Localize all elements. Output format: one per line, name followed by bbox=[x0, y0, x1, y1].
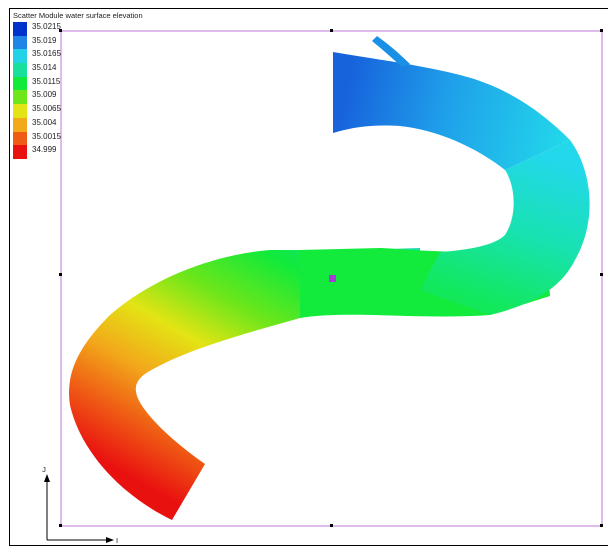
j-axis-label: J bbox=[42, 465, 46, 474]
legend-row: 35.0115 bbox=[13, 76, 143, 91]
legend-swatch bbox=[13, 49, 27, 64]
legend-row: 35.019 bbox=[13, 35, 143, 50]
legend-label: 35.019 bbox=[32, 35, 57, 45]
river-mesh-bend bbox=[420, 140, 590, 315]
legend-items: 35.0215 35.019 35.0165 35.014 35.0115 35.009 3… bbox=[13, 22, 143, 159]
legend-swatch bbox=[13, 63, 27, 77]
view-frame-bottom bbox=[9, 545, 608, 546]
legend-row: 35.0015 bbox=[13, 131, 143, 146]
legend-label: 35.0165 bbox=[32, 49, 61, 59]
legend-label: 35.009 bbox=[32, 90, 57, 100]
axis-triad: J I bbox=[42, 465, 118, 545]
legend-swatch bbox=[13, 145, 27, 159]
legend-label: 34.999 bbox=[32, 145, 57, 155]
view-frame bbox=[9, 8, 608, 546]
legend-swatch bbox=[13, 90, 27, 105]
river-mesh-lower bbox=[69, 248, 421, 520]
legend-label: 35.014 bbox=[32, 63, 57, 73]
river-inlet bbox=[372, 36, 410, 67]
legend-label: 35.0215 bbox=[32, 22, 61, 31]
legend-row: 35.0215 bbox=[13, 22, 143, 36]
legend-title: Scatter Module water surface elevation bbox=[13, 11, 143, 20]
legend-row: 35.0165 bbox=[13, 49, 143, 64]
river-mesh-head bbox=[333, 52, 570, 170]
legend-row: 35.009 bbox=[13, 90, 143, 105]
legend-row: 34.999 bbox=[13, 145, 143, 159]
selected-node-marker[interactable] bbox=[329, 275, 336, 282]
legend-swatch bbox=[13, 35, 27, 50]
color-legend: Scatter Module water surface elevation 3… bbox=[13, 11, 143, 159]
i-axis-label: I bbox=[116, 536, 118, 545]
legend-label: 35.004 bbox=[32, 117, 57, 127]
legend-row: 35.004 bbox=[13, 117, 143, 132]
legend-swatch bbox=[13, 22, 27, 36]
legend-label: 35.0115 bbox=[32, 76, 61, 86]
legend-swatch bbox=[13, 117, 27, 132]
legend-swatch bbox=[13, 104, 27, 118]
legend-label: 35.0065 bbox=[32, 104, 61, 114]
bounding-box-handles bbox=[59, 29, 603, 527]
legend-row: 35.0065 bbox=[13, 104, 143, 118]
legend-swatch bbox=[13, 76, 27, 91]
legend-swatch bbox=[13, 131, 27, 146]
legend-label: 35.0015 bbox=[32, 131, 61, 141]
legend-row: 35.014 bbox=[13, 63, 143, 77]
